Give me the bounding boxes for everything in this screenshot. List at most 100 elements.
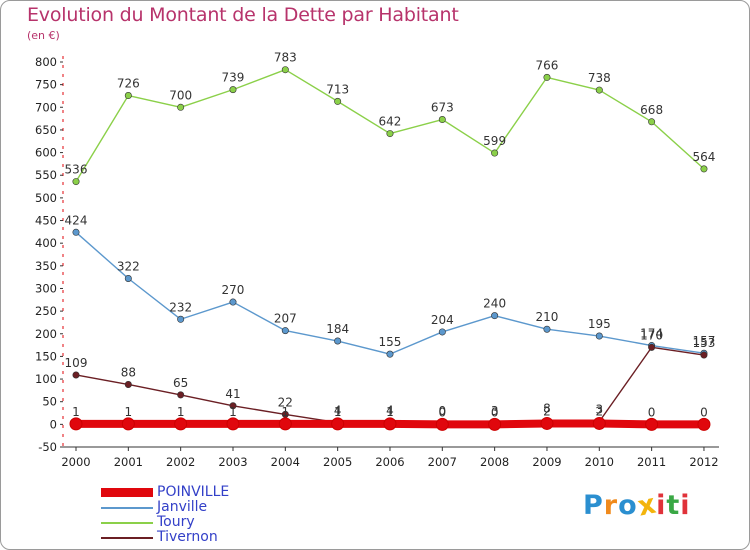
- data-label: 157: [693, 334, 716, 348]
- data-point: [543, 325, 551, 333]
- legend-label: Toury: [157, 514, 195, 530]
- x-tick-label: 2000: [61, 455, 90, 469]
- y-tick-label: 250: [35, 304, 57, 318]
- data-label: 424: [65, 213, 88, 227]
- data-label: 1: [125, 405, 133, 419]
- data-label: 207: [274, 312, 297, 326]
- data-label: 232: [169, 300, 192, 314]
- legend-swatch: [101, 537, 153, 539]
- data-point: [229, 86, 237, 94]
- data-point: [334, 337, 342, 345]
- data-label: 783: [274, 51, 297, 65]
- data-label: 195: [588, 317, 611, 331]
- data-point: [281, 66, 289, 74]
- data-label: 170: [640, 328, 663, 342]
- data-label: 22: [278, 395, 293, 409]
- data-point: [72, 228, 80, 236]
- chart-subtitle: (en €): [27, 29, 60, 42]
- data-point: [124, 92, 132, 100]
- data-label: 713: [326, 82, 349, 96]
- data-label: 4: [386, 404, 394, 418]
- data-point: [700, 165, 708, 173]
- y-tick-label: 100: [35, 372, 57, 386]
- logo-letter: i: [680, 490, 691, 521]
- data-label: 174: [640, 327, 663, 341]
- x-tick-label: 2010: [585, 455, 614, 469]
- data-label: 2: [543, 404, 551, 418]
- logo-letter: o: [618, 490, 638, 521]
- data-point: [648, 343, 656, 351]
- data-label: 739: [222, 71, 245, 85]
- data-point: [72, 178, 80, 186]
- data-label: 1: [72, 405, 80, 419]
- data-point: [383, 417, 397, 431]
- data-label: 536: [65, 163, 88, 177]
- data-point: [592, 416, 606, 430]
- x-tick-label: 2008: [480, 455, 509, 469]
- data-label: 673: [431, 101, 454, 115]
- y-tick-label: 550: [35, 168, 57, 182]
- data-point: [177, 391, 185, 399]
- data-label: 1: [334, 405, 342, 419]
- data-point: [174, 417, 188, 431]
- data-point: [229, 402, 237, 410]
- data-label: 8: [543, 402, 551, 416]
- y-tick-label: 400: [35, 236, 57, 250]
- legend-label: Janville: [157, 499, 208, 515]
- data-point: [491, 149, 499, 157]
- data-label: 2: [595, 404, 603, 418]
- data-point: [386, 350, 394, 358]
- data-point: [491, 312, 499, 320]
- y-tick-label: 700: [35, 100, 57, 114]
- data-point: [435, 417, 449, 431]
- data-point: [121, 417, 135, 431]
- data-label: 1: [281, 405, 289, 419]
- data-label: 270: [222, 283, 245, 297]
- data-point: [438, 116, 446, 124]
- data-point: [645, 417, 659, 431]
- logo-letter: P: [583, 490, 604, 521]
- data-point: [438, 328, 446, 336]
- data-label: 766: [536, 58, 559, 72]
- x-tick-label: 2006: [375, 455, 404, 469]
- data-point: [124, 380, 132, 388]
- data-label: 668: [640, 103, 663, 117]
- x-tick-label: 2007: [428, 455, 457, 469]
- data-label: 155: [379, 335, 402, 349]
- y-tick-label: 300: [35, 281, 57, 295]
- data-point: [543, 73, 551, 81]
- y-tick-label: 50: [42, 395, 57, 409]
- x-tick-label: 2009: [532, 455, 561, 469]
- data-label: 204: [431, 313, 454, 327]
- data-label: 0: [438, 405, 446, 419]
- data-point: [697, 417, 711, 431]
- data-label: 153: [693, 336, 716, 350]
- y-tick-label: 200: [35, 327, 57, 341]
- legend-label: Tivernon: [157, 529, 218, 545]
- data-label: 1: [386, 405, 394, 419]
- legend-swatch: [101, 507, 153, 509]
- y-tick-label: 500: [35, 191, 57, 205]
- y-tick-label: 450: [35, 214, 57, 228]
- y-tick-label: 150: [35, 349, 57, 363]
- data-point: [229, 298, 237, 306]
- y-tick-label: 600: [35, 146, 57, 160]
- data-point: [595, 332, 603, 340]
- data-label: 599: [483, 134, 506, 148]
- logo-letter: i: [656, 490, 667, 521]
- data-point: [595, 86, 603, 94]
- legend-swatch: [101, 522, 153, 524]
- data-point: [278, 417, 292, 431]
- data-label: 642: [379, 115, 402, 129]
- data-point: [124, 275, 132, 283]
- x-tick-label: 2012: [689, 455, 718, 469]
- data-label: 738: [588, 71, 611, 85]
- x-tick-label: 2002: [166, 455, 195, 469]
- legend-label: POINVILLE: [157, 484, 230, 500]
- y-tick-label: -50: [38, 440, 57, 454]
- data-point: [540, 416, 554, 430]
- data-label: 4: [334, 404, 342, 418]
- data-label: 564: [693, 150, 716, 164]
